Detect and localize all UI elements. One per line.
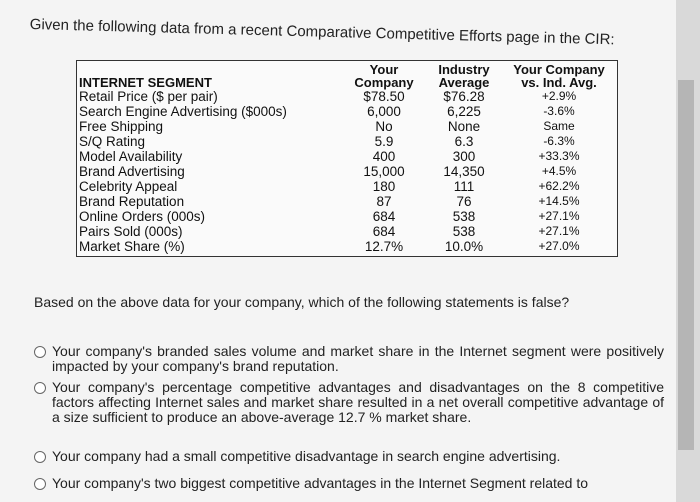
radio-button[interactable] [34, 478, 46, 490]
table-cell: 111 [453, 179, 475, 194]
table-cell: +27.0% [538, 239, 580, 253]
column-header: Your Company [354, 62, 414, 90]
table-cell: Brand Reputation [79, 194, 185, 209]
title: Given the following data from a recent C… [29, 16, 615, 49]
table-cell: No [375, 119, 393, 134]
table-cell: 538 [452, 224, 476, 239]
data-table: INTERNET SEGMENT Your Company Industry Ave… [76, 60, 618, 257]
question: Based on the above data for your company… [34, 294, 570, 310]
option-text: Your company had a small competitive dis… [52, 448, 561, 464]
option-text: Your company's percentage competitive ad… [52, 379, 664, 425]
table-cell: +2.9% [541, 89, 577, 103]
table-cell: +27.1% [538, 209, 580, 223]
table-cell: 684 [372, 209, 396, 224]
table-header: INTERNET SEGMENT Your Company Industry Ave… [77, 61, 617, 89]
table-cell: 300 [452, 149, 476, 164]
table-cell: +27.1% [538, 224, 580, 238]
table-row: S/Q Rating 5.9 6.3 -6.3% [77, 134, 617, 149]
table-cell: 6.3 [454, 134, 474, 149]
table-cell: 10.0% [444, 239, 484, 254]
table-cell: +33.3% [538, 149, 580, 163]
table-cell: Free Shipping [79, 119, 164, 134]
table-cell: $78.50 [363, 89, 405, 104]
table-row: Brand Advertising 15,000 14,350 +4.5% [77, 164, 617, 179]
table-cell: 5.9 [374, 134, 394, 149]
table-cell: None [447, 119, 481, 134]
table-row: Search Engine Advertising ($000s) 6,000 6,… [77, 104, 617, 119]
table-body: Retail Price ($ per pair) $78.50 $76.28 +2.… [77, 89, 617, 256]
panel: Given the following data from a recent C… [0, 0, 676, 502]
table-cell: 538 [452, 209, 476, 224]
table-cell: 180 [372, 179, 396, 194]
table-cell: Search Engine Advertising ($000s) [79, 104, 287, 119]
answer-option: Your company's two biggest competitive a… [34, 476, 664, 491]
table-row: Celebrity Appeal 180 111 +62.2% [77, 179, 617, 194]
table-row: Pairs Sold (000s) 684 538 +27.1% [77, 224, 617, 239]
column-header: INTERNET SEGMENT [79, 75, 212, 90]
table-row: Online Orders (000s) 684 538 +27.1% [77, 209, 617, 224]
table-cell: Same [543, 119, 575, 133]
answer-option: Your company's percentage competitive ad… [34, 380, 664, 425]
table-cell: Model Availability [79, 149, 183, 164]
radio-button[interactable] [34, 382, 46, 394]
table-cell: 15,000 [363, 164, 405, 179]
table-cell: S/Q Rating [79, 134, 146, 149]
table-cell: -6.3% [543, 134, 575, 148]
table-cell: -3.6% [543, 104, 575, 118]
table-cell: 684 [372, 224, 396, 239]
table-row: Retail Price ($ per pair) $78.50 $76.28 +2.… [77, 89, 617, 104]
answer-option: Your company had a small competitive dis… [34, 449, 664, 464]
table-cell: Celebrity Appeal [79, 179, 178, 194]
table-cell: 87 [376, 194, 392, 209]
table-cell: +62.2% [538, 179, 580, 193]
column-header: Industry Average [438, 62, 490, 90]
table-row: Brand Reputation 87 76 +14.5% [77, 194, 617, 209]
table-cell: Brand Advertising [79, 164, 185, 179]
table-cell: +14.5% [538, 194, 580, 208]
table-cell: 76 [456, 194, 472, 209]
table-cell: Pairs Sold (000s) [79, 224, 183, 239]
table-row: Model Availability 400 300 +33.3% [77, 149, 617, 164]
option-text: Your company's two biggest competitive a… [52, 475, 589, 491]
option-text: Your company's branded sales volume and … [52, 343, 664, 374]
table-cell: +4.5% [541, 164, 577, 178]
table-cell: 14,350 [443, 164, 485, 179]
table-cell: Market Share (%) [79, 239, 185, 254]
table-cell: 6,000 [367, 104, 401, 119]
table-cell: 400 [372, 149, 396, 164]
answer-option: Your company's branded sales volume and … [34, 344, 664, 374]
table-cell: 12.7% [364, 239, 404, 254]
table-cell: $76.28 [443, 89, 485, 104]
scrollbar[interactable] [678, 80, 694, 450]
radio-button[interactable] [34, 451, 46, 463]
table-cell: Retail Price ($ per pair) [79, 89, 218, 104]
table-row: Free Shipping No None Same [77, 119, 617, 134]
table-row: Market Share (%) 12.7% 10.0% +27.0% [77, 239, 617, 254]
table-cell: Online Orders (000s) [79, 209, 206, 224]
table-cell: 6,225 [447, 104, 481, 119]
radio-button[interactable] [34, 346, 46, 358]
column-header: Your Company vs. Ind. Avg. [513, 62, 605, 90]
